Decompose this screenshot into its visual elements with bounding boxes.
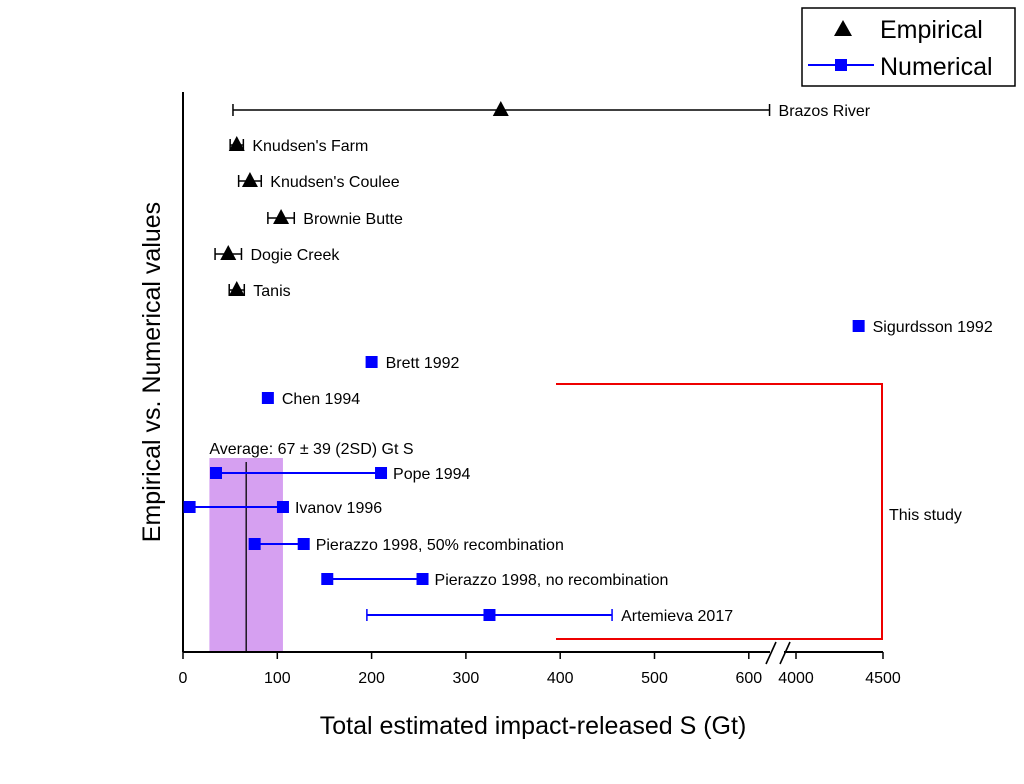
- point-label: Chen 1994: [282, 391, 360, 408]
- average-label: Average: 67 ± 39 (2SD) Gt S: [209, 441, 413, 458]
- point-knudsen-s-farm: Knudsen's Farm: [228, 136, 368, 155]
- point-brett-1992: Brett 1992: [365, 355, 460, 372]
- x-tick-label: 300: [453, 670, 480, 687]
- point-label: Pierazzo 1998, 50% recombination: [316, 537, 564, 554]
- point-knudsen-s-coulee: Knudsen's Coulee: [237, 172, 400, 191]
- square-marker: [248, 538, 261, 550]
- x-tick-label: 600: [735, 670, 762, 687]
- triangle-marker: [228, 281, 245, 296]
- triangle-marker: [492, 101, 509, 116]
- x-tick-label: 400: [547, 670, 574, 687]
- x-tick-label: 200: [358, 670, 385, 687]
- point-pierazzo-1998-50-recombination: Pierazzo 1998, 50% recombination: [248, 537, 564, 554]
- square-marker: [297, 538, 310, 550]
- this-study-bracket: [556, 383, 883, 640]
- point-brownie-butte: Brownie Butte: [267, 209, 403, 228]
- square-marker: [210, 467, 223, 479]
- x-tick-label: 500: [641, 670, 668, 687]
- x-tick-label: 0: [179, 670, 188, 687]
- point-label: Tanis: [253, 283, 290, 300]
- point-pope-1994: Pope 1994: [210, 466, 471, 483]
- point-brazos-river: Brazos River: [232, 101, 871, 120]
- x-tick-label: 4500: [865, 670, 901, 687]
- point-label: Sigurdsson 1992: [873, 319, 993, 336]
- point-label: Knudsen's Farm: [252, 138, 368, 155]
- triangle-marker: [273, 209, 290, 224]
- axis-break-mark: [765, 641, 777, 665]
- square-marker: [852, 320, 865, 332]
- triangle-marker: [228, 136, 245, 151]
- square-marker: [416, 573, 429, 585]
- legend-triangle-icon: [834, 20, 852, 36]
- triangle-marker: [220, 245, 237, 260]
- point-sigurdsson-1992: Sigurdsson 1992: [852, 319, 993, 336]
- axis-break-mark: [779, 641, 791, 665]
- legend-box: [801, 7, 1016, 87]
- this-study-label: This study: [889, 507, 962, 524]
- x-tick-label: 100: [264, 670, 291, 687]
- point-ivanov-1996: Ivanov 1996: [183, 500, 382, 517]
- square-marker: [365, 356, 378, 368]
- legend-square-icon: [835, 59, 847, 71]
- x-ticks: 0 100 200 300 400 500 600 4000 4500: [179, 652, 901, 687]
- point-artemieva-2017: Artemieva 2017: [366, 608, 733, 625]
- point-label: Knudsen's Coulee: [270, 174, 399, 191]
- point-tanis: Tanis: [228, 281, 291, 300]
- square-marker: [375, 467, 388, 479]
- point-label: Dogie Creek: [250, 247, 340, 264]
- point-dogie-creek: Dogie Creek: [214, 245, 340, 264]
- legend: Empirical Numerical: [801, 7, 1016, 87]
- point-label: Pierazzo 1998, no recombination: [435, 572, 669, 589]
- legend-numerical-label: Numerical: [880, 53, 993, 81]
- square-marker: [276, 501, 289, 513]
- y-axis-title: Empirical vs. Numerical values: [138, 202, 166, 542]
- point-label: Pope 1994: [393, 466, 471, 483]
- point-label: Brownie Butte: [303, 211, 403, 228]
- point-label: Brett 1992: [386, 355, 460, 372]
- point-label: Brazos River: [779, 103, 871, 120]
- legend-empirical-label: Empirical: [880, 16, 983, 44]
- point-label: Artemieva 2017: [621, 608, 733, 625]
- square-marker: [183, 501, 196, 513]
- square-marker: [321, 573, 334, 585]
- square-marker: [261, 392, 274, 404]
- triangle-marker: [241, 172, 258, 187]
- point-pierazzo-1998-no-recombination: Pierazzo 1998, no recombination: [321, 572, 668, 589]
- x-tick-label: 4000: [778, 670, 814, 687]
- x-axis-title: Total estimated impact-released S (Gt): [320, 712, 747, 740]
- point-chen-1994: Chen 1994: [261, 391, 360, 408]
- point-label: Ivanov 1996: [295, 500, 382, 517]
- square-marker: [483, 609, 496, 621]
- data-marks: Brazos River Knudsen's Farm Knudsen's Coul…: [183, 101, 993, 625]
